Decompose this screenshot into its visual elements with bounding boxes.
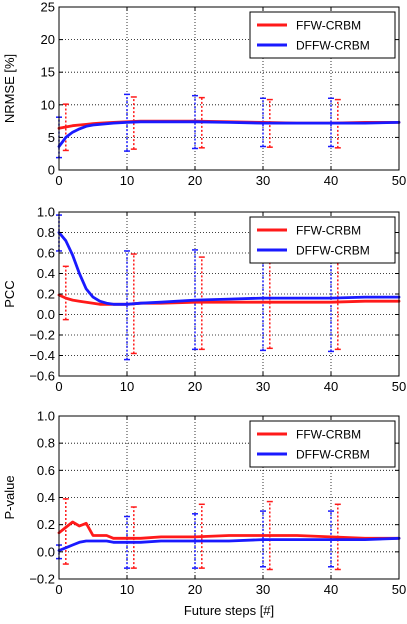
y-tick-label: −0.2 [29, 572, 55, 587]
nrmse-panel: 0 10 20 30 40 50 0 5 10 15 20 25 NRMSE [%] FFW-CRBM DF… [2, 0, 406, 188]
x-axis-label: Future steps [#] [184, 603, 274, 618]
x-tick-label: 0 [55, 582, 62, 597]
legend: FFW-CRBM DFFW-CRBM [249, 420, 396, 468]
y-tick-label: 0.0 [37, 307, 55, 322]
x-tick-label: 20 [188, 173, 202, 188]
x-tick-label: 50 [392, 379, 406, 394]
x-tick-label: 10 [120, 173, 134, 188]
y-tick-label: −0.2 [29, 328, 55, 343]
y-tick-label: 0.8 [37, 225, 55, 240]
series-line-dffw [57, 231, 401, 306]
legend-label: FFW-CRBM [296, 19, 361, 33]
y-tick-label: 15 [41, 65, 55, 80]
legend-label: FFW-CRBM [296, 224, 361, 238]
legend-box [249, 420, 396, 468]
y-tick-label: 0.4 [37, 266, 55, 281]
x-tick-label: 50 [392, 582, 406, 597]
pvalue-panel: 0 10 20 30 40 50 −0.2 0.0 0.2 0.4 0.6 0.8 1.0 P-value… [2, 409, 406, 619]
series-lines [57, 520, 401, 552]
x-tick-label: 30 [256, 379, 270, 394]
error-bars [56, 93, 341, 159]
ticks [58, 415, 400, 580]
y-tick-label: 0.8 [37, 436, 55, 451]
series-lines [57, 119, 401, 148]
y-tick-label: −0.4 [29, 348, 55, 363]
legend-label: FFW-CRBM [296, 428, 361, 442]
pcc-panel: 0 10 20 30 40 50 −0.6 −0.4 −0.2 0.0 0.2 0.4 0.6 0.8 1.… [2, 205, 406, 395]
x-tick-label: 10 [120, 379, 134, 394]
y-tick-label: 0.2 [37, 287, 55, 302]
y-tick-label: 1.0 [37, 205, 55, 220]
x-tick-label: 20 [188, 582, 202, 597]
y-axis-label: P-value [2, 475, 17, 519]
x-tick-label: 0 [55, 173, 62, 188]
series-line-dffw [57, 120, 401, 148]
y-tick-label: 0.2 [37, 517, 55, 532]
y-tick-label: −0.6 [29, 369, 55, 384]
x-tick-label: 40 [324, 582, 338, 597]
y-tick-label: 0.6 [37, 463, 55, 478]
error-bars [56, 498, 341, 571]
series-lines [57, 231, 401, 306]
x-tick-label: 30 [256, 582, 270, 597]
x-tick-label: 40 [324, 173, 338, 188]
legend-label: DFFW-CRBM [296, 244, 370, 258]
y-tick-label: 1.0 [37, 409, 55, 424]
x-tick-label: 40 [324, 379, 338, 394]
x-tick-label: 10 [120, 582, 134, 597]
legend: FFW-CRBM DFFW-CRBM [249, 11, 396, 59]
legend-label: DFFW-CRBM [296, 39, 370, 53]
series-line-ffw [57, 520, 401, 540]
legend-label: DFFW-CRBM [296, 448, 370, 462]
y-tick-label: 0.4 [37, 490, 55, 505]
y-tick-label: 25 [41, 0, 55, 15]
legend-box [249, 11, 396, 59]
y-tick-label: 20 [41, 32, 55, 47]
series-line-dffw [57, 536, 401, 552]
y-tick-label: 0.0 [37, 544, 55, 559]
x-tick-label: 0 [55, 379, 62, 394]
ticks [58, 6, 400, 171]
y-tick-label: 10 [41, 97, 55, 112]
y-tick-label: 0 [48, 163, 55, 178]
ticks [58, 211, 400, 377]
y-axis-label: NRMSE [%] [2, 54, 17, 123]
y-tick-label: 0.6 [37, 246, 55, 261]
legend: FFW-CRBM DFFW-CRBM [249, 216, 396, 264]
y-tick-label: 5 [48, 130, 55, 145]
axes-frame [58, 6, 400, 171]
x-tick-label: 50 [392, 173, 406, 188]
x-tick-label: 20 [188, 379, 202, 394]
x-tick-label: 30 [256, 173, 270, 188]
legend-box [249, 216, 396, 264]
y-axis-label: PCC [2, 280, 17, 307]
